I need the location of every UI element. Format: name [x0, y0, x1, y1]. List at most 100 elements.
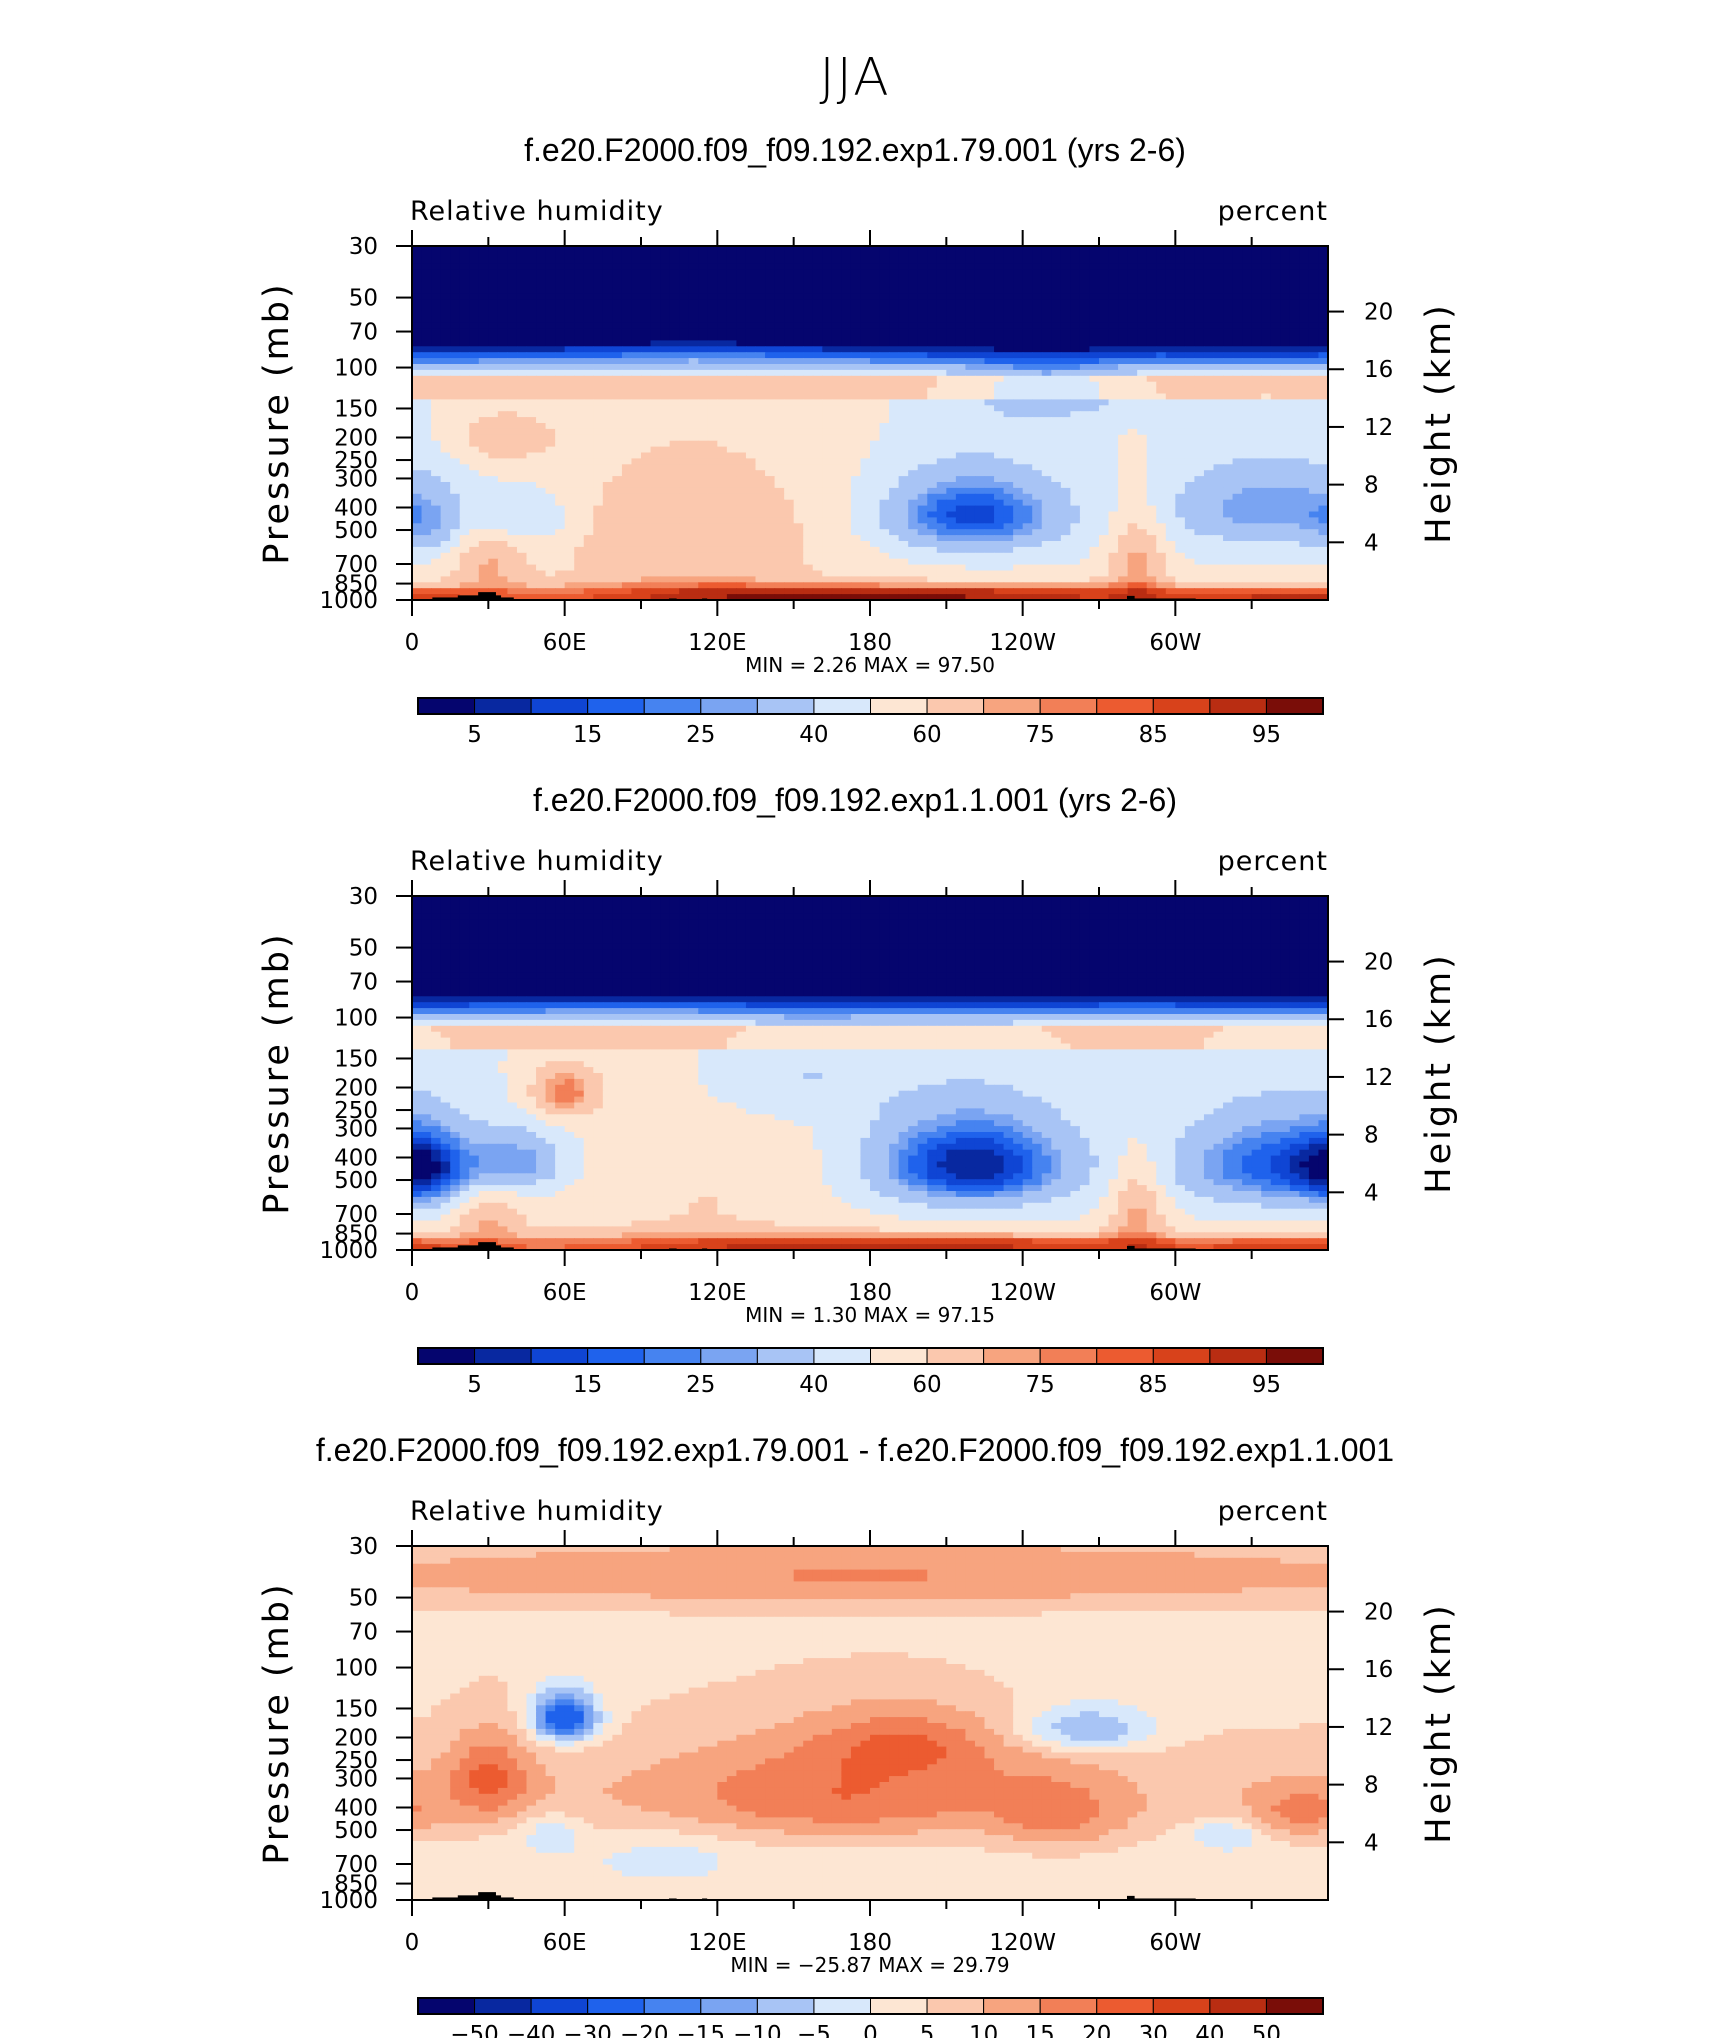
panel-1-field-cell [1022, 529, 1033, 536]
panel-1-field-cell [1022, 487, 1033, 495]
panel-1-field-cell [564, 505, 575, 513]
panel-1-field-cell [612, 287, 623, 294]
panel-1-field-cell [1060, 417, 1071, 424]
panel-1-field-cell [488, 452, 499, 459]
panel-1-field-cell [698, 405, 709, 412]
panel-1-field-cell [1251, 387, 1262, 395]
panel-1-field-cell [1251, 493, 1262, 501]
panel-1-field-cell [1013, 440, 1024, 448]
panel-1-field-cell [726, 305, 738, 312]
panel-1-field-cell [698, 340, 709, 347]
panel-1-field-cell [812, 310, 823, 318]
panel-1-field-cell [745, 458, 757, 465]
panel-1-field-cell [1003, 476, 1014, 483]
panel-1-field-cell [1089, 381, 1100, 389]
panel-1-field-cell [669, 546, 680, 554]
panel-1-field-cell [1280, 334, 1291, 341]
panel-1-field-cell [641, 328, 652, 336]
panel-1-field-cell [1060, 393, 1071, 400]
panel-1-field-cell [1041, 358, 1052, 365]
panel-1-field-cell [831, 541, 842, 548]
panel-1-field-cell [898, 387, 909, 395]
panel-1-field-cell [545, 375, 556, 383]
panel-1-field-cell [1118, 417, 1129, 424]
panel-1-field-cell [1118, 529, 1129, 536]
panel-1-field-cell [507, 251, 518, 259]
panel-1-field-cell [698, 476, 709, 483]
panel-1-field-cell [1156, 340, 1167, 347]
panel-1-field-cell [946, 251, 957, 259]
panel-1-field-cell [536, 523, 547, 530]
panel-1-field-cell [1022, 387, 1033, 395]
panel-1-field-cell [688, 541, 699, 548]
panel-1-field-cell [917, 523, 928, 530]
panel-1-field-cell [860, 458, 871, 465]
panel-1-field-cell [1232, 511, 1243, 518]
panel-1-field-cell [1070, 346, 1081, 353]
panel-1-field-cell [593, 375, 604, 383]
panel-1-field-cell [879, 364, 890, 371]
panel-1-field-cell [1232, 428, 1243, 436]
panel-1-field-cell [641, 299, 652, 306]
panel-1-field-cell [440, 328, 451, 336]
panel-1-field-cell [1184, 446, 1196, 454]
panel-1-field-cell [1242, 470, 1253, 477]
panel-1-field-cell [660, 269, 671, 277]
panel-1-field-cell [631, 529, 642, 536]
panel-1-field-cell [803, 381, 814, 389]
panel-1-field-cell [822, 251, 833, 259]
panel-1-field-cell [1127, 334, 1138, 341]
panel-1-field-cell [536, 340, 547, 347]
panel-1-field-cell [478, 499, 489, 507]
panel-1-field-cell [1070, 358, 1081, 365]
panel-1-field-cell [555, 316, 566, 324]
panel-1-field-cell [421, 393, 432, 400]
panel-1-field-cell [1213, 417, 1224, 424]
panel-1-field-cell [1127, 452, 1138, 459]
panel-1-field-cell [841, 352, 852, 359]
panel-1-field-cell [898, 523, 909, 530]
panel-1-field-cell [612, 517, 623, 524]
panel-1-field-cell [698, 423, 709, 430]
panel-1-field-cell [765, 251, 776, 259]
panel-1-field-cell [841, 310, 852, 318]
panel-1-field-cell [879, 281, 890, 288]
panel-1-field-cell [602, 322, 613, 330]
panel-1-field-cell [1289, 328, 1300, 336]
panel-1-field-cell [688, 458, 699, 465]
panel-1-field-cell [707, 369, 718, 377]
panel-1-field-cell [1203, 393, 1215, 400]
panel-1-field-cell [1156, 458, 1167, 465]
panel-1-field-cell [1108, 358, 1119, 365]
panel-1-field-cell [898, 434, 909, 442]
panel-1-field-cell [688, 269, 699, 277]
panel-1-field-cell [812, 352, 823, 359]
panel-1-field-cell [641, 275, 652, 282]
panel-1-field-cell [574, 305, 585, 312]
panel-1-field-cell [1184, 322, 1196, 330]
panel-1-field-cell [1070, 535, 1081, 542]
panel-1-field-cell [555, 364, 566, 371]
panel-1-field-cell [870, 434, 881, 442]
panel-1-field-cell [669, 269, 680, 277]
panel-1-field-cell [574, 393, 585, 400]
panel-1-field-cell [1289, 541, 1300, 548]
panel-1-field-cell [602, 328, 613, 336]
panel-1-field-cell [621, 476, 633, 483]
panel-1-field-cell [908, 387, 919, 395]
panel-1-field-cell [450, 358, 461, 365]
panel-1-field-cell [516, 346, 528, 353]
panel-1-field-cell [650, 287, 661, 294]
panel-1-field-cell [1175, 381, 1186, 389]
panel-1-field-cell [564, 328, 575, 336]
panel-1-field-cell [860, 423, 871, 430]
panel-1-field-cell [516, 523, 528, 530]
panel-1-field-cell [717, 393, 728, 400]
panel-1-field-cell [765, 364, 776, 371]
panel-1-field-cell [1079, 535, 1091, 542]
panel-1-field-cell [564, 458, 575, 465]
panel-1-field-cell [870, 369, 881, 377]
panel-1-field-cell [421, 263, 432, 271]
panel-1-field-cell [784, 440, 795, 448]
panel-1-field-cell [469, 452, 480, 459]
